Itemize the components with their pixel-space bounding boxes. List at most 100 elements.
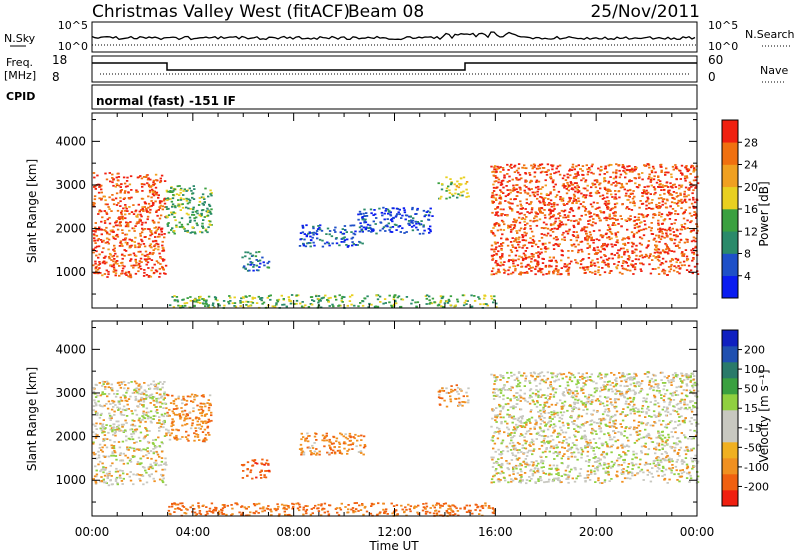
data-cell (120, 272, 123, 275)
data-cell (548, 209, 551, 211)
data-cell (586, 455, 589, 457)
data-cell (305, 234, 309, 237)
data-cell (169, 190, 172, 192)
data-cell (581, 250, 584, 253)
data-cell (119, 469, 122, 472)
data-cell (259, 262, 262, 265)
data-cell (148, 237, 151, 240)
data-cell (659, 165, 662, 168)
data-cell (164, 484, 168, 486)
data-cell (285, 305, 288, 308)
data-cell (154, 459, 158, 462)
data-cell (340, 433, 343, 436)
data-cell (492, 267, 495, 270)
data-cell (228, 295, 231, 297)
data-cell (663, 218, 667, 220)
data-cell (145, 428, 148, 430)
data-cell (604, 255, 607, 257)
data-cell (92, 423, 95, 426)
data-cell (525, 202, 529, 204)
data-cell (631, 250, 634, 253)
data-cell (115, 220, 118, 222)
data-cell (594, 270, 597, 273)
data-cell (597, 191, 601, 194)
data-cell (360, 225, 363, 227)
data-cell (612, 177, 616, 180)
data-cell (307, 435, 310, 438)
data-cell (332, 449, 335, 452)
data-cell (676, 194, 680, 197)
data-cell (393, 299, 397, 302)
data-cell (526, 192, 529, 195)
data-cell (518, 186, 521, 189)
data-cell (519, 273, 522, 276)
data-cell (100, 468, 103, 471)
data-cell (139, 250, 142, 253)
data-cell (544, 242, 547, 245)
data-cell (666, 274, 669, 276)
data-cell (150, 200, 153, 202)
data-cell (229, 296, 232, 299)
data-cell (126, 222, 130, 224)
data-cell (679, 261, 682, 264)
data-cell (611, 217, 614, 220)
data-cell (143, 413, 146, 416)
data-cell (659, 252, 662, 255)
data-cell (155, 209, 158, 212)
data-cell (333, 446, 336, 449)
data-cell (216, 299, 219, 302)
data-cell (543, 204, 547, 206)
data-cell (675, 266, 678, 269)
data-cell (358, 230, 362, 233)
data-cell (142, 400, 146, 403)
data-cell (174, 206, 177, 209)
data-cell (252, 266, 255, 268)
data-cell (323, 445, 326, 448)
data-cell (267, 266, 271, 269)
data-cell (98, 226, 101, 229)
data-cell (184, 304, 187, 307)
data-cell (576, 191, 580, 194)
data-cell (340, 452, 344, 455)
data-cell (516, 232, 519, 234)
data-cell (525, 265, 528, 268)
data-cell (163, 421, 166, 423)
data-cell (515, 237, 518, 239)
data-cell (334, 226, 337, 229)
data-cell (353, 437, 356, 440)
data-cell (94, 229, 98, 231)
data-cell (100, 233, 103, 236)
data-cell (495, 213, 498, 215)
data-cell (602, 455, 606, 458)
data-cell (131, 438, 135, 441)
data-cell (370, 303, 373, 306)
data-cell (541, 170, 544, 173)
data-cell (275, 303, 278, 306)
data-cell (633, 204, 636, 207)
data-cell (548, 259, 551, 262)
data-cell (301, 226, 305, 229)
data-cell (140, 215, 143, 218)
data-cell (99, 239, 103, 241)
data-cell (155, 397, 158, 400)
data-cell (172, 420, 175, 423)
data-cell (312, 452, 315, 455)
data-cell (593, 387, 597, 390)
data-cell (614, 440, 617, 443)
data-cell (180, 407, 183, 409)
data-cell (97, 264, 100, 266)
data-cell (143, 201, 147, 204)
data-cell (540, 227, 544, 229)
data-cell (653, 213, 656, 215)
data-cell (615, 163, 618, 166)
data-cell (608, 226, 611, 229)
data-cell (126, 389, 129, 392)
data-cell (196, 436, 200, 438)
data-cell (603, 178, 606, 180)
data-cell (99, 480, 102, 483)
data-cell (498, 194, 501, 197)
cpid-panel: CPID normal (fast) -151 IF (6, 84, 698, 110)
data-cell (567, 214, 570, 217)
data-cell (287, 296, 290, 298)
data-cell (109, 253, 112, 256)
